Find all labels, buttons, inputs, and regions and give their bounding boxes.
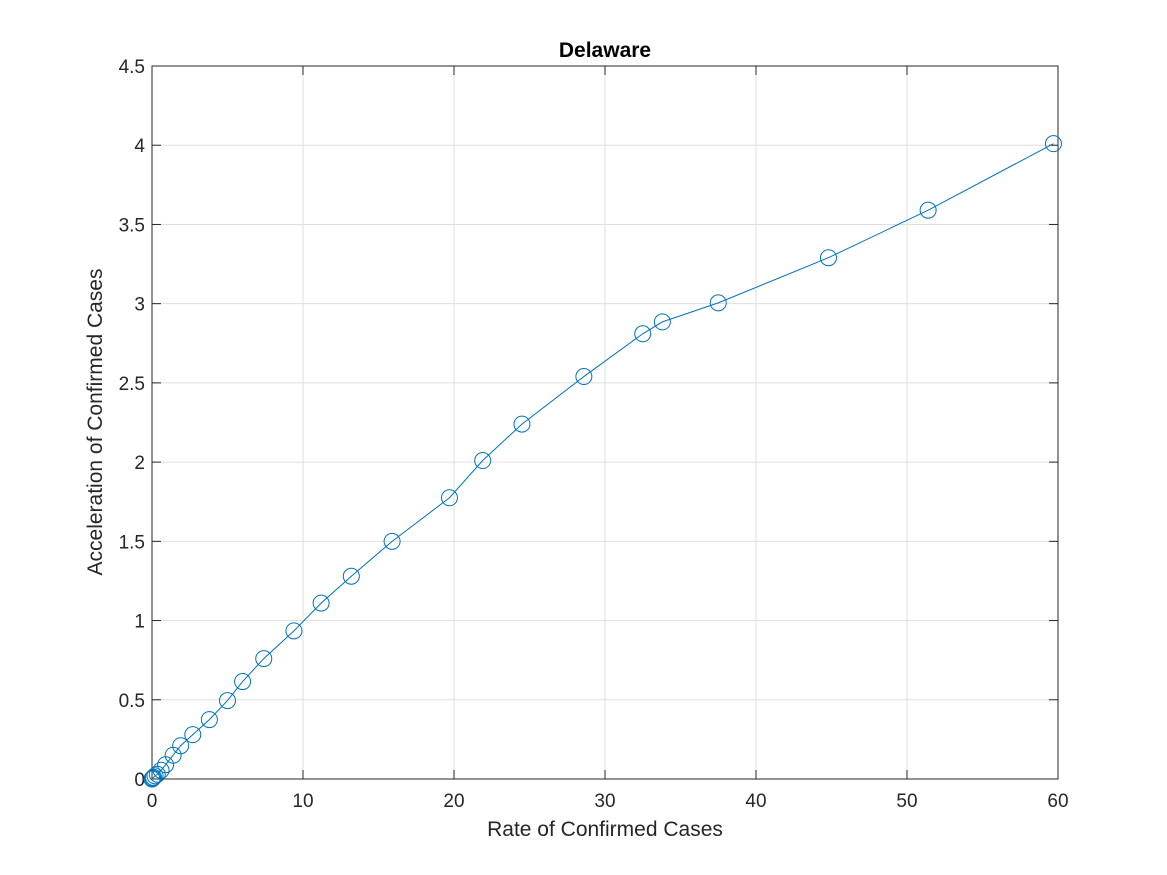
y-tick-label: 3.5 [119, 215, 145, 236]
y-tick-label: 3 [134, 295, 145, 316]
data-point-marker [709, 294, 727, 312]
data-point-marker [653, 313, 671, 331]
data-point-marker [919, 201, 937, 219]
data-point-marker [819, 249, 837, 267]
chart-title: Delaware [559, 39, 651, 62]
data-point-marker [1044, 135, 1062, 153]
y-tick-label: 2.5 [119, 374, 145, 395]
y-tick-label: 0.5 [119, 691, 145, 712]
data-point-marker [342, 567, 360, 585]
data-point-marker [440, 489, 458, 507]
data-point-marker [634, 325, 652, 343]
data-point-marker [152, 761, 170, 779]
y-tick-label: 4 [134, 136, 145, 157]
data-point-marker [255, 650, 273, 668]
data-point-marker [474, 452, 492, 470]
x-tick-label: 60 [1047, 791, 1068, 812]
data-point-marker [184, 726, 202, 744]
ticks-layer: 0 10 20 30 40 50 60 0 0.5 1 1.5 2 2.5 3 3.5 4 4.5 [119, 57, 1069, 812]
x-axis-label: Rate of Confirmed Cases [487, 818, 723, 841]
data-point-marker [575, 368, 593, 386]
data-point-marker [143, 770, 161, 788]
y-axis-label: Acceleration of Confirmed Cases [84, 269, 107, 576]
data-point-marker [146, 767, 164, 785]
x-tick-label: 10 [292, 791, 313, 812]
y-tick-label: 4.5 [119, 57, 145, 78]
x-tick-label: 40 [745, 791, 766, 812]
y-tick-label: 0 [134, 770, 145, 791]
series-layer [143, 135, 1062, 788]
x-tick-label: 0 [147, 791, 158, 812]
data-point-marker [219, 692, 236, 710]
y-tick-label: 2 [134, 453, 145, 474]
y-tick-label: 1 [134, 612, 145, 633]
x-tick-label: 30 [594, 791, 615, 812]
data-point-marker [513, 415, 531, 433]
data-point-marker [234, 673, 252, 691]
x-tick-label: 50 [896, 791, 917, 812]
data-point-marker [285, 622, 303, 640]
data-point-marker [383, 532, 401, 550]
data-point-marker [312, 594, 330, 612]
y-tick-label: 1.5 [119, 532, 145, 553]
data-point-marker [172, 737, 190, 755]
x-tick-label: 20 [443, 791, 464, 812]
data-point-marker [200, 711, 218, 729]
